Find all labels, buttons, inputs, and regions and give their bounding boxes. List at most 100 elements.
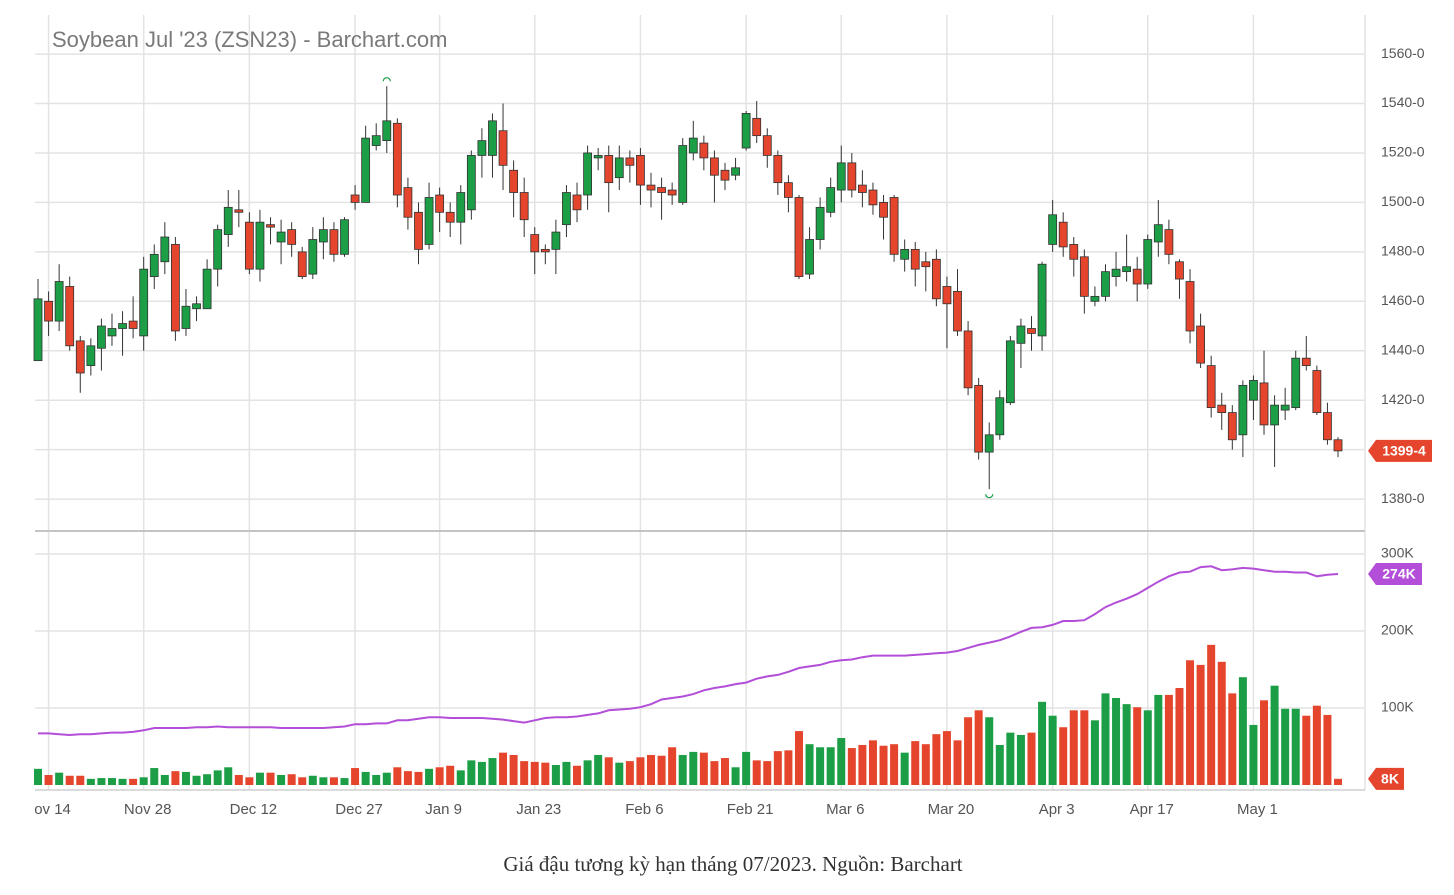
- x-tick-label: Nov 28: [124, 801, 172, 818]
- volume-bar: [456, 770, 465, 785]
- y-tick-label: 1480-0: [1381, 243, 1425, 259]
- candle-body: [234, 209, 244, 213]
- volume-bar: [129, 778, 138, 785]
- candle-body: [1280, 404, 1290, 411]
- candle-body: [44, 300, 53, 322]
- candle-body: [625, 157, 635, 166]
- candle-body: [1196, 325, 1206, 364]
- volume-bar: [171, 771, 180, 785]
- volume-bar: [1249, 724, 1258, 785]
- volume-bar: [287, 774, 296, 785]
- volume-bar: [900, 752, 909, 785]
- x-tick-label: Dec 12: [230, 801, 278, 818]
- volume-bar: [1154, 694, 1163, 785]
- candle-body: [255, 221, 265, 270]
- volume-bar: [1196, 664, 1205, 785]
- volume-bar: [425, 768, 434, 785]
- candle-body: [551, 231, 561, 250]
- candle-body: [604, 155, 614, 184]
- candle-body: [266, 224, 275, 228]
- candle-body: [826, 187, 836, 213]
- candle-body: [593, 155, 603, 159]
- volume-bar: [647, 754, 656, 785]
- candle-body: [540, 248, 550, 253]
- volume-bar: [1323, 714, 1332, 785]
- candle-body: [1323, 412, 1332, 441]
- candle-body: [741, 113, 751, 149]
- candle-body: [1122, 266, 1132, 273]
- x-tick-label: Mar 6: [826, 801, 864, 818]
- candle-body: [1016, 325, 1026, 344]
- y-tick-label: 1460-0: [1381, 292, 1425, 308]
- volume-bar: [393, 767, 402, 785]
- candle-body: [498, 130, 508, 166]
- candle-body: [139, 268, 149, 337]
- volume-bar: [298, 777, 307, 785]
- candle-body: [118, 323, 127, 329]
- volume-bar: [277, 774, 286, 785]
- volume-bar: [720, 758, 729, 785]
- candle-body: [868, 189, 878, 206]
- volume-bar: [837, 738, 846, 785]
- candle-body: [1238, 384, 1248, 436]
- candle-body: [1027, 328, 1036, 334]
- volume-bar: [594, 754, 603, 785]
- volume-bar: [1334, 778, 1342, 785]
- candle-body: [54, 281, 64, 322]
- candle-body: [1227, 412, 1237, 441]
- candle-body: [318, 229, 328, 243]
- candle-body: [1259, 382, 1269, 426]
- volume-bar: [573, 765, 582, 785]
- candle-body: [128, 320, 138, 329]
- candle-body: [1291, 357, 1301, 409]
- candle-body: [414, 211, 423, 250]
- candle-body: [1143, 239, 1153, 285]
- candle-body: [762, 135, 772, 156]
- volume-bar: [816, 747, 825, 785]
- candle-body: [488, 120, 497, 156]
- marks: [33, 77, 1343, 785]
- volume-bar: [118, 778, 127, 785]
- x-tick-label: Jan 9: [425, 801, 462, 818]
- candle-body: [1101, 271, 1110, 297]
- volume-bar: [181, 771, 190, 785]
- volume-bar: [1228, 693, 1237, 785]
- volume-bar: [1143, 710, 1152, 785]
- volume-bar: [530, 761, 539, 785]
- volume-bar: [985, 717, 994, 785]
- volume-bar: [499, 752, 508, 785]
- candle-body: [1090, 295, 1100, 302]
- volume-bar: [911, 741, 920, 785]
- candle-body: [477, 140, 487, 156]
- volume-bar: [742, 751, 751, 785]
- x-tick-label: Apr 17: [1130, 801, 1174, 818]
- candle-body: [1312, 370, 1322, 413]
- candle-body: [583, 152, 592, 196]
- volume-bar: [1186, 660, 1195, 785]
- volume-bar: [340, 778, 349, 785]
- volume-bar: [805, 744, 814, 785]
- candle-body: [435, 194, 445, 213]
- volume-bar: [1027, 732, 1036, 785]
- volume-bar: [615, 762, 624, 785]
- candle-body: [752, 117, 762, 137]
- value-badge: [1368, 439, 1432, 462]
- volume-bar: [520, 761, 529, 785]
- volume-bar: [224, 767, 233, 785]
- volume-bar: [689, 751, 698, 785]
- volume-bar: [773, 751, 782, 785]
- x-tick-label: Feb 21: [727, 801, 774, 818]
- volume-bar: [435, 767, 444, 785]
- candle-body: [836, 162, 846, 191]
- volume-bar: [953, 740, 962, 785]
- candle-body: [572, 194, 582, 211]
- volume-bar: [752, 760, 761, 785]
- candle-body: [1048, 214, 1058, 245]
- volume-bar: [636, 757, 645, 785]
- candle-body: [805, 239, 814, 275]
- volume-bar: [1090, 720, 1099, 785]
- candle-body: [667, 189, 677, 196]
- volume-bar: [86, 778, 95, 785]
- candle-body: [636, 155, 645, 186]
